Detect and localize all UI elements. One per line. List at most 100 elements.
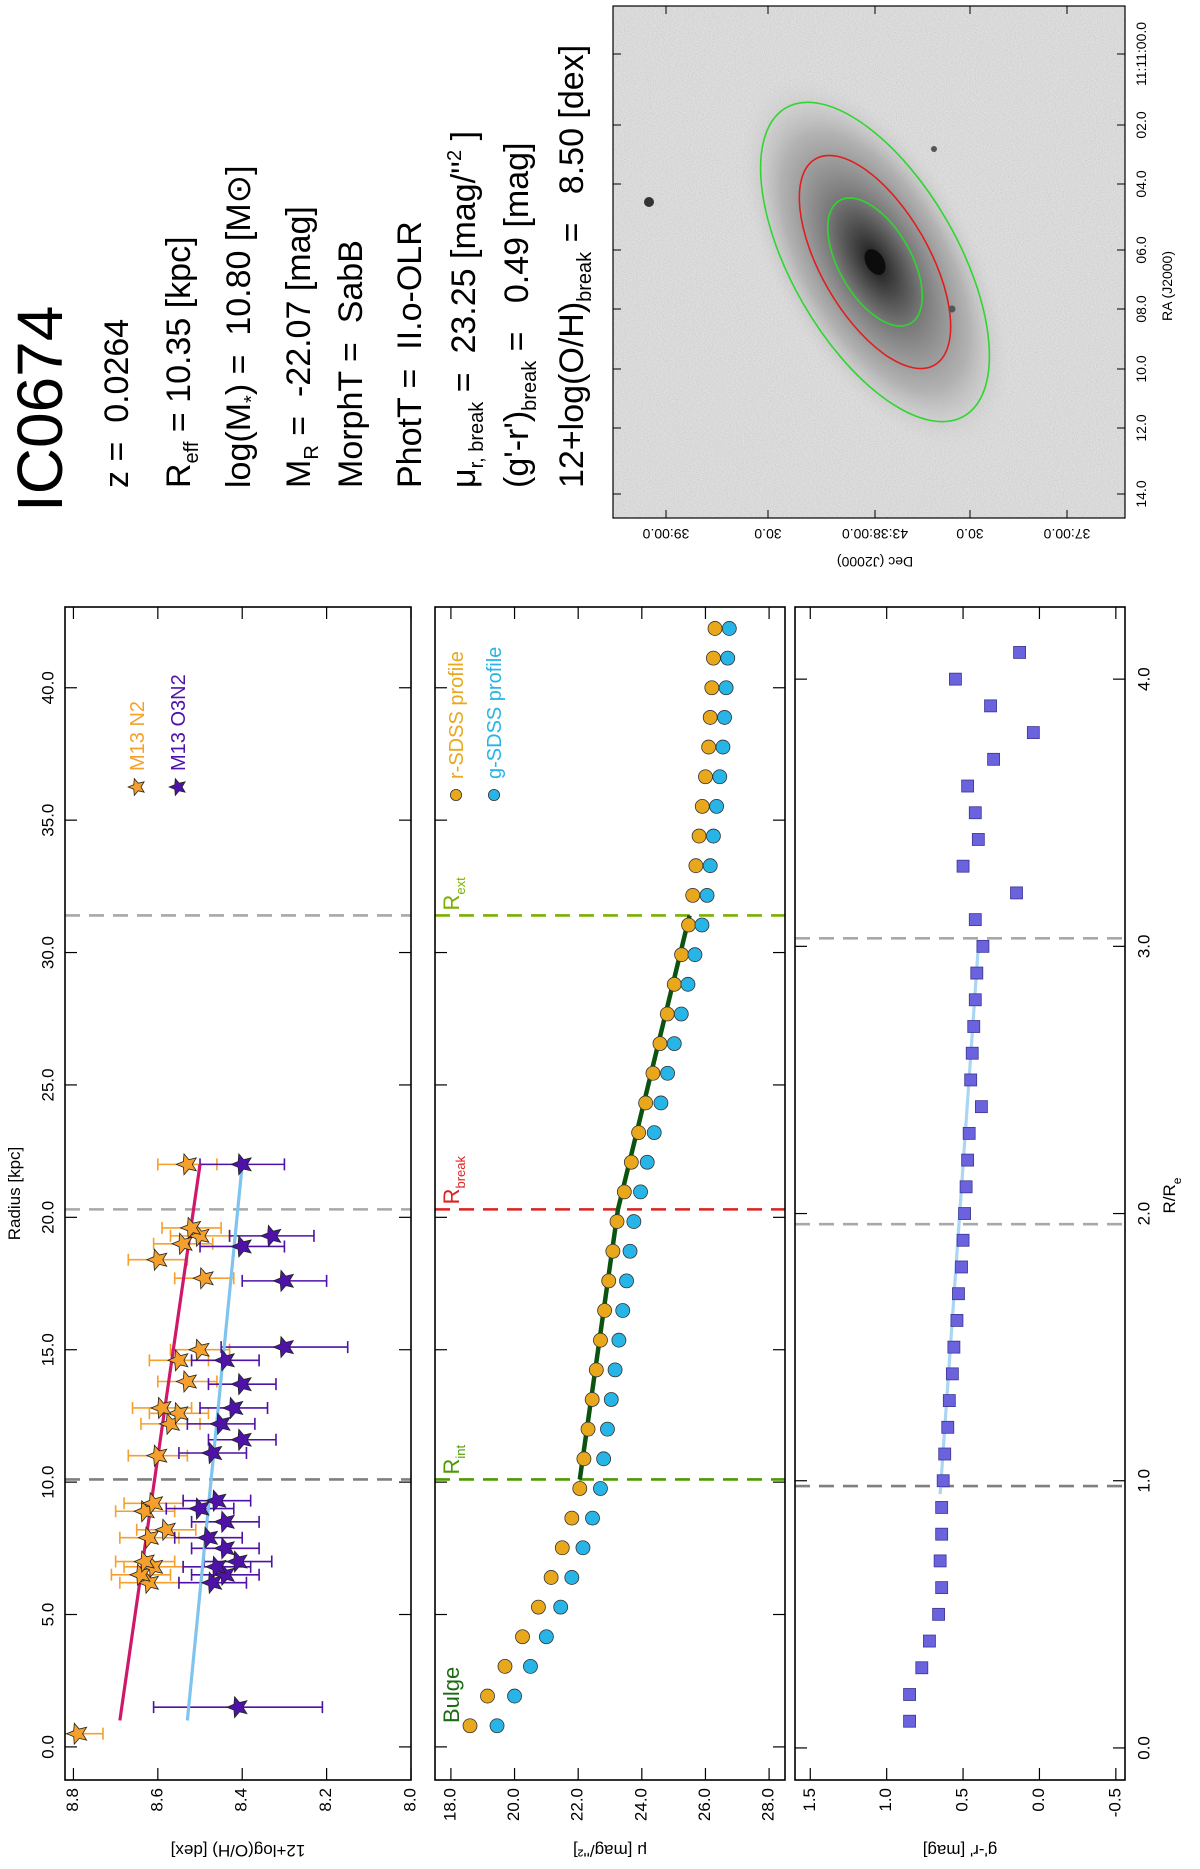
y-tick-label: 24.0 xyxy=(631,1788,650,1821)
star-marker xyxy=(259,1224,282,1248)
star-source xyxy=(931,146,937,152)
ra-axis-title: RA (J2000) xyxy=(1159,251,1175,321)
circle-marker xyxy=(523,1659,538,1674)
x-tick-label: 4.0 xyxy=(1134,667,1153,691)
circle-marker xyxy=(721,621,737,636)
landscape-figure: 8.8 8.6 8.4 8.2 8.00.05.010.015.020.025.030.… xyxy=(4,5,1184,1860)
circle-marker xyxy=(564,1510,580,1526)
star-marker xyxy=(179,1216,202,1240)
square-marker xyxy=(961,1153,975,1167)
info-text: = 10.35 [kpc] xyxy=(160,236,198,441)
circle-marker xyxy=(575,1540,591,1556)
circle-marker xyxy=(707,621,723,636)
info-sub: break xyxy=(519,360,541,411)
star-marker xyxy=(230,1428,252,1452)
square-marker xyxy=(968,993,982,1007)
info-text: ] xyxy=(445,131,483,150)
circle-marker xyxy=(480,1688,495,1704)
info-text: = 8.50 [dex] xyxy=(553,45,591,252)
info-line: PhotT = II.o-OLR xyxy=(391,221,429,488)
circle-marker xyxy=(585,1510,600,1526)
circle-marker xyxy=(674,947,689,963)
circle-marker xyxy=(596,1451,612,1467)
square-marker xyxy=(942,1394,956,1407)
plot-border xyxy=(434,606,786,1781)
y-tick-label: 18.0 xyxy=(440,1788,459,1821)
circle-marker xyxy=(638,1095,654,1111)
y-axis-title: 12+log(O/H) [dex] xyxy=(171,1841,306,1860)
circle-marker xyxy=(597,1303,612,1318)
circle-marker xyxy=(497,1659,513,1674)
dec-tick-label: 37:00.0 xyxy=(1043,526,1090,542)
star-marker xyxy=(200,1441,223,1465)
star-marker xyxy=(187,1497,210,1521)
star-marker xyxy=(230,1152,252,1176)
info-line: log(M*) = 10.80 [M⊙] xyxy=(220,165,263,488)
square-marker xyxy=(971,833,985,846)
circle-marker xyxy=(543,1570,559,1585)
ra-tick-label: 02.0 xyxy=(1133,111,1149,138)
galaxy xyxy=(740,77,1010,447)
star-marker xyxy=(127,777,145,797)
x-tick-label: 3.0 xyxy=(1134,935,1153,959)
circle-marker xyxy=(660,1065,675,1081)
square-marker xyxy=(935,1501,949,1514)
star-marker xyxy=(166,1348,189,1372)
info-line: (g'-r')break = 0.49 [mag] xyxy=(498,142,541,488)
circle-marker xyxy=(607,1362,623,1378)
circle-marker xyxy=(681,917,696,933)
info-text: = 0.49 [mag] xyxy=(498,142,536,360)
x-axis-title: Radius [kpc] xyxy=(5,1147,24,1241)
y-tick-label: 8.4 xyxy=(232,1788,251,1812)
info-text: (g'-r') xyxy=(498,411,536,488)
label-sub: int xyxy=(453,1444,468,1458)
square-marker xyxy=(956,1233,970,1247)
label-main: R xyxy=(439,1459,464,1475)
circle-marker xyxy=(489,1718,505,1734)
star-marker xyxy=(272,1269,295,1293)
circle-marker xyxy=(653,1095,669,1111)
circle-marker xyxy=(611,1332,627,1348)
square-marker xyxy=(950,1314,964,1327)
info-line: 12+log(O/H)break = 8.50 [dex] xyxy=(553,45,596,488)
circle-marker xyxy=(600,1421,615,1437)
info-text: R xyxy=(160,463,198,488)
circle-marker xyxy=(601,1273,617,1289)
circle-marker xyxy=(718,680,734,696)
contour-outer xyxy=(759,101,991,423)
star-marker xyxy=(213,1510,236,1534)
circle-marker xyxy=(702,858,718,874)
circle-marker xyxy=(626,1214,642,1229)
square-marker xyxy=(941,1420,955,1434)
circle-marker xyxy=(687,947,703,963)
star-marker xyxy=(145,1248,168,1272)
square-marker xyxy=(967,1020,981,1033)
square-marker xyxy=(935,1527,949,1541)
x-tick-label: 20.0 xyxy=(38,1201,57,1234)
circle-marker xyxy=(449,788,462,801)
circle-marker xyxy=(588,1362,604,1378)
x-tick-label: 35.0 xyxy=(38,804,57,837)
x-tick-label: 0.0 xyxy=(38,1735,57,1759)
square-marker xyxy=(933,1554,947,1568)
star-marker xyxy=(133,1550,155,1573)
circle-marker xyxy=(694,917,710,933)
star-marker xyxy=(204,1555,227,1579)
square-marker xyxy=(949,672,962,686)
circle-marker xyxy=(616,1184,632,1200)
circle-marker xyxy=(564,1570,580,1585)
image-frame xyxy=(612,5,1126,519)
circle-marker xyxy=(603,1392,619,1407)
circle-marker xyxy=(633,1184,648,1200)
star-marker xyxy=(225,1550,248,1573)
square-marker xyxy=(935,1581,949,1595)
plot-border xyxy=(794,606,1126,1781)
galaxy-core xyxy=(864,249,886,275)
circle-marker xyxy=(615,1303,631,1318)
x-tick-label: 2.0 xyxy=(1134,1202,1153,1226)
star-marker xyxy=(187,1338,210,1362)
square-marker xyxy=(974,1100,988,1114)
plot-area xyxy=(65,914,411,1746)
info-sub: break xyxy=(574,251,596,302)
label-sub: ext xyxy=(453,877,468,895)
